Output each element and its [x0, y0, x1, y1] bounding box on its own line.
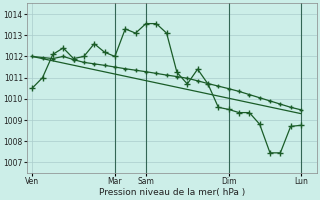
X-axis label: Pression niveau de la mer( hPa ): Pression niveau de la mer( hPa ) [99, 188, 245, 197]
